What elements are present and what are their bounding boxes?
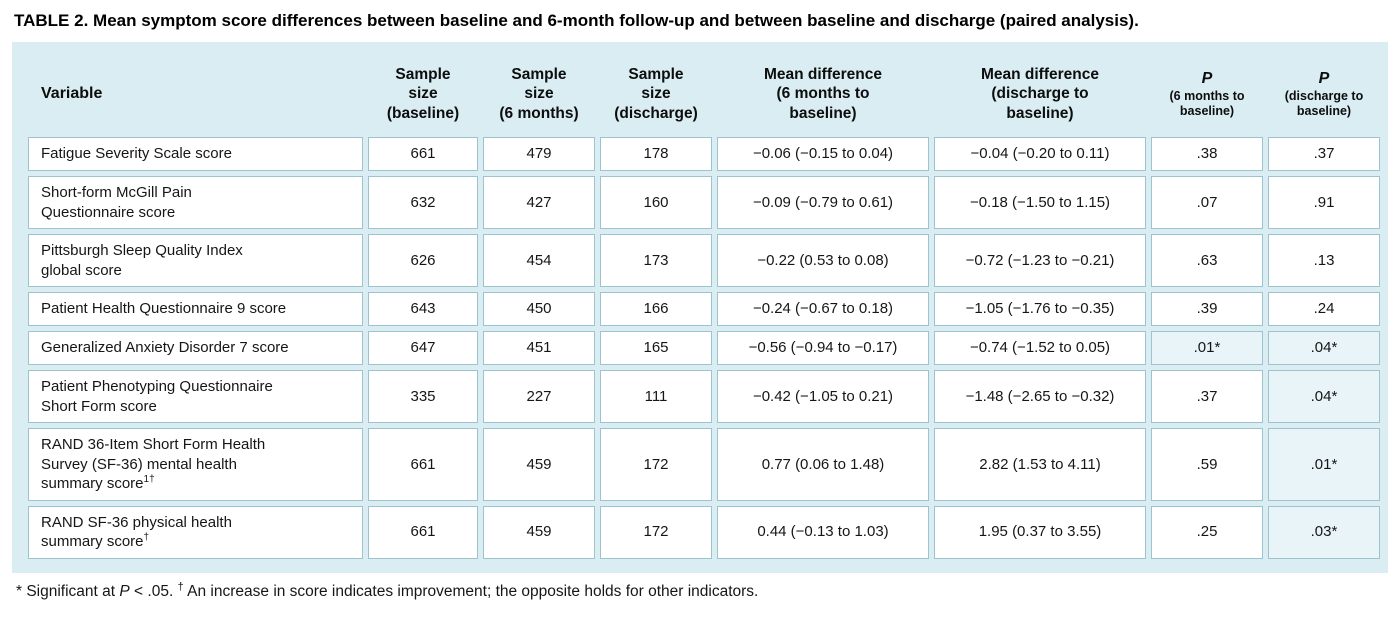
table-title-label: TABLE 2. [14, 11, 89, 30]
table-footnote: * Significant at P < .05. † An increase … [16, 580, 1388, 601]
cell-diff-discharge: −0.72 (−1.23 to −0.21) [934, 234, 1146, 288]
cell-p-discharge: .03* [1268, 505, 1380, 559]
table-row: Patient Phenotyping Questionnaire Short … [28, 370, 1380, 424]
cell-diff-6months: 0.44 (−0.13 to 1.03) [717, 505, 929, 559]
variable-superscript: 1† [143, 474, 155, 486]
cell-diff-discharge: −1.05 (−1.76 to −0.35) [934, 292, 1146, 327]
cell-diff-discharge: −0.04 (−0.20 to 0.11) [934, 137, 1146, 172]
cell-p-discharge: .04* [1268, 331, 1380, 366]
cell-n-6months: 459 [483, 428, 595, 501]
cell-n-baseline: 626 [368, 234, 478, 288]
symptom-score-table: Variable Sample size (baseline) Sample s… [23, 51, 1385, 564]
footnote-dagger-explanation: An increase in score indicates improveme… [183, 582, 759, 600]
dagger-symbol: † [177, 580, 184, 593]
footnote-p-italic: P [119, 582, 130, 600]
cell-p-discharge: .13 [1268, 234, 1380, 288]
cell-n-discharge: 178 [600, 137, 712, 172]
table-row: Patient Health Questionnaire 9 score 643… [28, 292, 1380, 327]
cell-diff-6months: −0.56 (−0.94 to −0.17) [717, 331, 929, 366]
cell-p-6months: .01* [1151, 331, 1263, 366]
cell-p-6months: .59 [1151, 428, 1263, 501]
cell-n-baseline: 647 [368, 331, 478, 366]
cell-n-baseline: 661 [368, 137, 478, 172]
cell-p-discharge: .04* [1268, 370, 1380, 424]
cell-p-discharge: .37 [1268, 137, 1380, 172]
p-symbol: P [1201, 69, 1213, 87]
cell-n-6months: 451 [483, 331, 595, 366]
cell-diff-6months: −0.06 (−0.15 to 0.04) [717, 137, 929, 172]
cell-n-discharge: 166 [600, 292, 712, 327]
cell-diff-6months: −0.42 (−1.05 to 0.21) [717, 370, 929, 424]
cell-diff-6months: 0.77 (0.06 to 1.48) [717, 428, 929, 501]
cell-diff-discharge: −0.74 (−1.52 to 0.05) [934, 331, 1146, 366]
cell-p-6months: .07 [1151, 176, 1263, 230]
cell-n-baseline: 661 [368, 505, 478, 559]
table-title-text: Mean symptom score differences between b… [88, 11, 1139, 30]
footnote-threshold: < .05. [129, 582, 178, 600]
header-p-discharge: P (discharge to baseline) [1268, 56, 1380, 132]
cell-p-discharge: .91 [1268, 176, 1380, 230]
cell-variable: Patient Phenotyping Questionnaire Short … [28, 370, 363, 424]
cell-n-6months: 479 [483, 137, 595, 172]
p-6months-subtext: (6 months to baseline) [1169, 88, 1245, 119]
cell-diff-6months: −0.09 (−0.79 to 0.61) [717, 176, 929, 230]
table-row: RAND 36-Item Short Form Health Survey (S… [28, 428, 1380, 501]
cell-n-6months: 427 [483, 176, 595, 230]
cell-n-discharge: 111 [600, 370, 712, 424]
cell-p-discharge: .01* [1268, 428, 1380, 501]
cell-variable: Fatigue Severity Scale score [28, 137, 363, 172]
table-container: Variable Sample size (baseline) Sample s… [12, 42, 1388, 573]
table-header-row: Variable Sample size (baseline) Sample s… [28, 56, 1380, 132]
table-title: TABLE 2. Mean symptom score differences … [14, 10, 1388, 32]
cell-variable: Short-form McGill Pain Questionnaire sco… [28, 176, 363, 230]
cell-n-discharge: 172 [600, 428, 712, 501]
cell-n-6months: 454 [483, 234, 595, 288]
table-row: Generalized Anxiety Disorder 7 score 647… [28, 331, 1380, 366]
cell-variable: Patient Health Questionnaire 9 score [28, 292, 363, 327]
header-sample-size-discharge: Sample size (discharge) [614, 66, 698, 122]
table-row: Fatigue Severity Scale score 661 479 178… [28, 137, 1380, 172]
cell-n-baseline: 643 [368, 292, 478, 327]
cell-diff-discharge: 1.95 (0.37 to 3.55) [934, 505, 1146, 559]
cell-p-discharge: .24 [1268, 292, 1380, 327]
header-mean-difference-discharge: Mean difference (discharge to baseline) [980, 66, 1099, 122]
page: TABLE 2. Mean symptom score differences … [12, 10, 1388, 601]
p-discharge-subtext: (discharge to baseline) [1284, 88, 1364, 119]
cell-n-discharge: 165 [600, 331, 712, 366]
cell-diff-discharge: −1.48 (−2.65 to −0.32) [934, 370, 1146, 424]
header-mean-difference-6months: Mean difference (6 months to baseline) [763, 66, 882, 122]
cell-diff-discharge: 2.82 (1.53 to 4.11) [934, 428, 1146, 501]
cell-p-6months: .25 [1151, 505, 1263, 559]
cell-variable: Generalized Anxiety Disorder 7 score [28, 331, 363, 366]
cell-p-6months: .63 [1151, 234, 1263, 288]
p-symbol: P [1318, 69, 1330, 87]
cell-n-discharge: 172 [600, 505, 712, 559]
footnote-significance: * Significant at [16, 582, 120, 600]
cell-n-discharge: 173 [600, 234, 712, 288]
cell-n-discharge: 160 [600, 176, 712, 230]
cell-variable: Pittsburgh Sleep Quality Index global sc… [28, 234, 363, 288]
cell-p-6months: .39 [1151, 292, 1263, 327]
cell-n-6months: 459 [483, 505, 595, 559]
variable-superscript: † [143, 532, 150, 544]
cell-diff-6months: −0.24 (−0.67 to 0.18) [717, 292, 929, 327]
cell-p-6months: .37 [1151, 370, 1263, 424]
table-row: Short-form McGill Pain Questionnaire sco… [28, 176, 1380, 230]
cell-diff-discharge: −0.18 (−1.50 to 1.15) [934, 176, 1146, 230]
cell-p-6months: .38 [1151, 137, 1263, 172]
header-variable: Variable [41, 85, 103, 103]
header-sample-size-6months: Sample size (6 months) [499, 66, 579, 122]
cell-n-6months: 227 [483, 370, 595, 424]
cell-diff-6months: −0.22 (0.53 to 0.08) [717, 234, 929, 288]
cell-variable: RAND SF-36 physical health summary score… [28, 505, 363, 559]
cell-variable: RAND 36-Item Short Form Health Survey (S… [28, 428, 363, 501]
table-row: RAND SF-36 physical health summary score… [28, 505, 1380, 559]
cell-n-baseline: 661 [368, 428, 478, 501]
table-row: Pittsburgh Sleep Quality Index global sc… [28, 234, 1380, 288]
cell-n-6months: 450 [483, 292, 595, 327]
header-sample-size-baseline: Sample size (baseline) [386, 66, 460, 122]
cell-n-baseline: 335 [368, 370, 478, 424]
header-p-6months: P (6 months to baseline) [1151, 56, 1263, 132]
cell-n-baseline: 632 [368, 176, 478, 230]
